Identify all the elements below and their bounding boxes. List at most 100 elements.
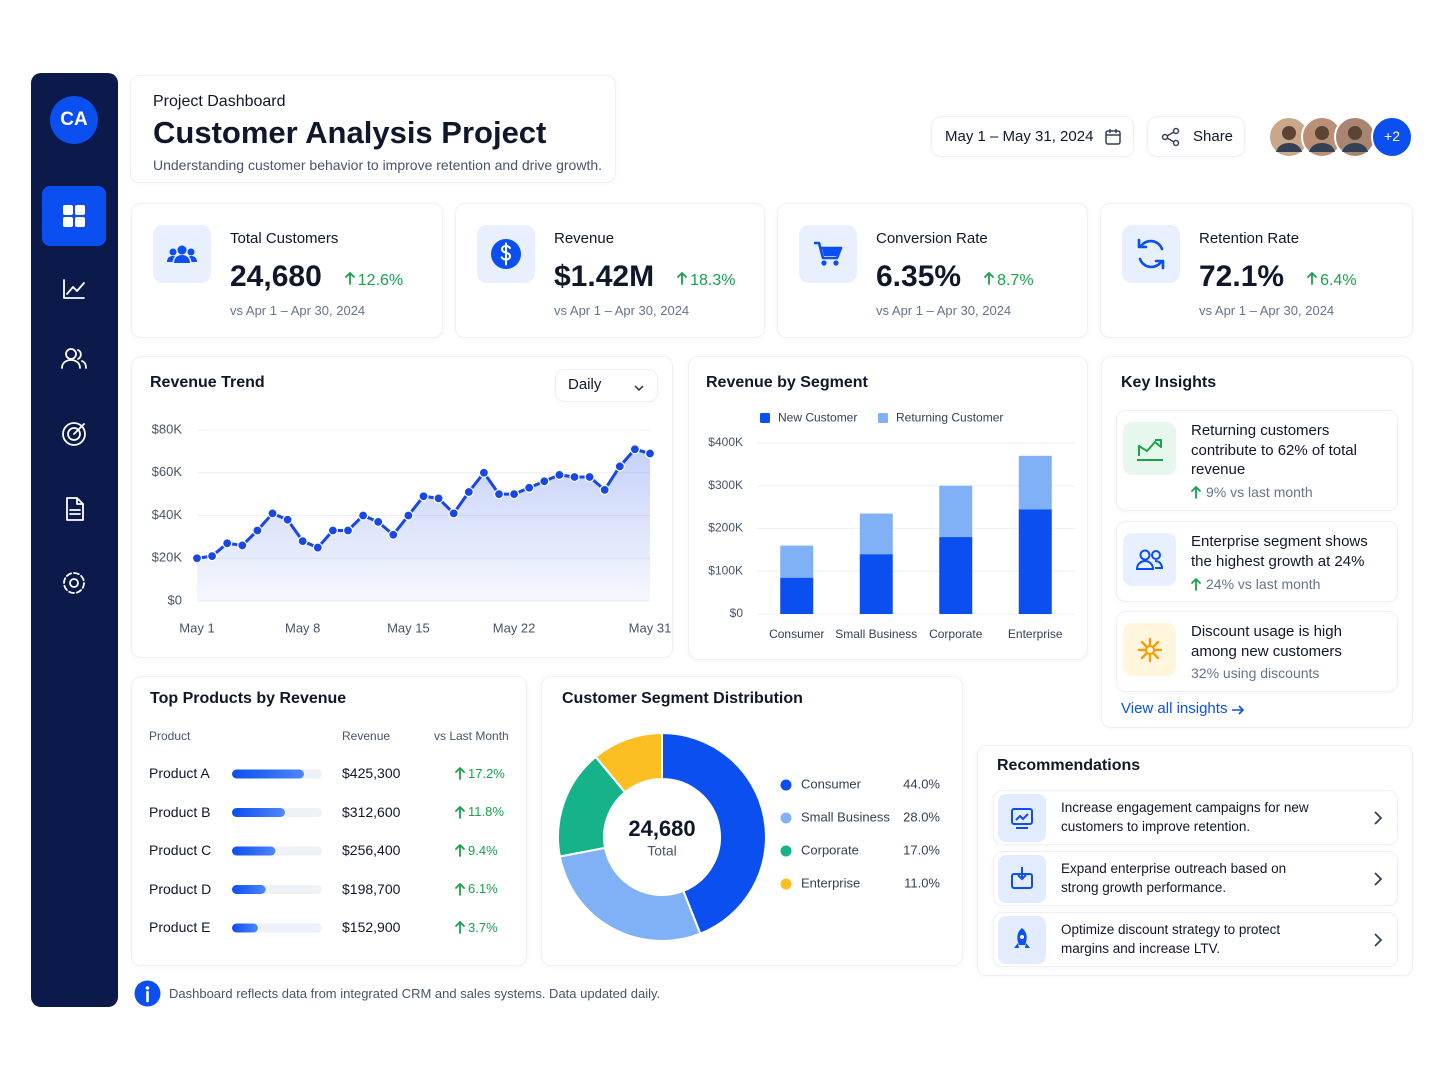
card-title: Top Products by Revenue [150,690,347,707]
chevron-right [1372,933,1384,947]
date-picker[interactable] [931,116,1134,157]
icon-part [1334,116,1376,158]
avatar [50,96,98,144]
icon-part [984,272,994,285]
icon-part [1276,143,1302,152]
icon-part [984,272,994,285]
recommendation-item[interactable] [993,912,1398,967]
icon-part [134,980,161,1007]
icon-part [63,205,73,215]
nav-icon[interactable] [52,414,96,454]
product-change: 11.8% [468,804,504,820]
icon-part [455,805,465,819]
products-card [131,676,527,966]
icon-part [1374,933,1383,947]
icon-part [75,205,85,215]
icon-part [62,422,86,446]
up-arrow [1306,271,1318,287]
icon-part [1191,578,1201,591]
icon-part [1371,116,1413,158]
icon-part [1172,139,1180,147]
header-card [130,75,616,183]
up-arrow [454,805,466,821]
icon-part [1105,130,1121,145]
icon-part [61,349,87,369]
icon-part [69,578,79,588]
icon-part [500,242,512,266]
product-change: 17.2% [468,765,505,781]
up-arrow [1190,577,1202,593]
icon-part [1348,126,1362,140]
icon-part [1161,127,1180,147]
icon-part [1191,486,1201,499]
icon-part [1135,549,1164,570]
recommendation-item[interactable] [993,790,1398,845]
icon-part [145,986,150,990]
icon-part [1017,867,1027,881]
chevron-down [633,380,645,392]
icon-part [455,921,465,934]
icon-part [455,921,465,934]
icon-part [63,217,73,227]
card-title: Recommendations [997,757,1141,774]
icon-part [1139,549,1151,561]
card-title: Key Insights [1121,374,1217,391]
up-arrow [676,271,688,287]
product-revenue: $312,600 [342,803,401,820]
icon-part [1342,143,1368,152]
recommendation-icon [998,916,1046,964]
insights-link[interactable]: View all insights [1121,699,1228,717]
icon-part [1307,272,1317,285]
distribution-card [541,676,963,966]
recommendation-icon [998,794,1046,842]
kpi-icon [799,225,857,283]
footer-note: Dashboard reflects data from integrated … [169,985,661,1001]
kpi-comparison: vs Apr 1 – Apr 30, 2024 [230,302,366,318]
kpi-label: Retention Rate [1199,229,1300,247]
icon-part [50,96,98,144]
icon-part [634,385,644,392]
icon-part [1191,486,1201,499]
icon-part [1123,533,1176,586]
nav-icon[interactable] [52,270,96,310]
column-header: Product [149,728,191,743]
icon-part [822,248,840,256]
period-dropdown[interactable] [555,369,658,402]
product-name: Product D [149,880,212,897]
recommendation-item[interactable] [993,851,1398,906]
insight-text: Returning customers contribute to 62% of… [1191,422,1357,478]
column-header: Revenue [342,728,391,743]
kpi-value: 72.1% [1199,260,1285,294]
arrow-right [1231,703,1245,715]
insight-icon [1123,533,1176,586]
icon-part [62,422,86,446]
icon-part [67,427,81,441]
page-title: Customer Analysis Project [153,114,547,150]
icon-part [344,272,355,285]
chart-title: Revenue by Segment [706,374,868,391]
product-revenue: $256,400 [342,842,401,859]
nav-icon[interactable] [52,563,96,603]
product-change: 6.1% [468,881,498,897]
kpi-icon [1122,225,1180,283]
nav-icon[interactable] [52,340,96,380]
icon-part [455,767,465,780]
eyebrow: Project Dashboard [153,93,286,110]
icon-part [455,882,465,896]
icon-part [1011,808,1033,825]
kpi-change: 18.3% [690,272,736,289]
icon-part [1014,943,1030,948]
icon-part [1106,129,1120,136]
icon-part [1268,116,1310,158]
member-avatar [1268,116,1310,158]
kpi-comparison: vs Apr 1 – Apr 30, 2024 [1199,302,1335,318]
icon-part [1151,550,1161,560]
nav-icon[interactable] [52,489,96,529]
icon-part [833,260,839,266]
icon-part [1020,935,1024,939]
icon-part [63,279,85,299]
icon-part [1374,811,1383,825]
share-button[interactable] [1147,116,1245,157]
kpi-value: 24,680 [230,260,322,294]
kpi-label: Conversion Rate [876,229,988,247]
